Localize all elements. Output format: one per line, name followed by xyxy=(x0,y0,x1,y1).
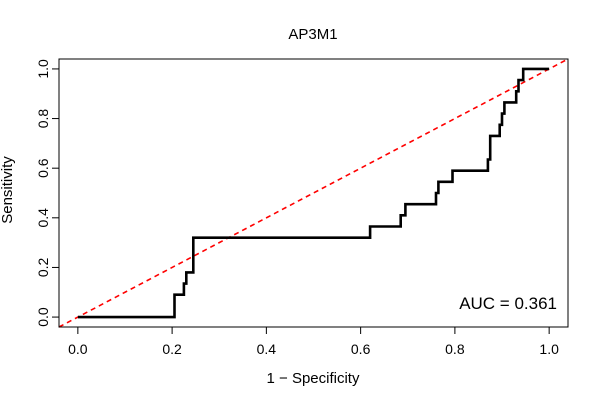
y-tick-label: 0.4 xyxy=(35,208,51,228)
y-tick-label: 0.0 xyxy=(35,307,51,327)
x-tick-label: 0.8 xyxy=(445,341,465,357)
y-axis-label: Sensitivity xyxy=(0,156,16,224)
y-tick-label: 0.8 xyxy=(35,109,51,129)
y-tick-label: 1.0 xyxy=(35,59,51,79)
auc-annotation: AUC = 0.361 xyxy=(459,294,557,313)
chart-title: AP3M1 xyxy=(288,26,337,43)
x-axis-label: 1 − Specificity xyxy=(267,370,360,387)
y-tick-label: 0.2 xyxy=(35,258,51,278)
x-tick-label: 1.0 xyxy=(539,341,559,357)
y-tick-label: 0.6 xyxy=(35,158,51,178)
x-tick-label: 0.6 xyxy=(351,341,371,357)
reference-diagonal-line xyxy=(58,58,569,328)
plot-frame xyxy=(58,58,569,328)
roc-curve-line xyxy=(77,67,550,319)
y-axis: 0.0 0.2 0.4 0.6 0.8 1.0 xyxy=(35,59,60,327)
x-tick-label: 0.0 xyxy=(68,341,88,357)
plot-area xyxy=(58,58,569,328)
x-axis: 0.0 0.2 0.4 0.6 0.8 1.0 xyxy=(68,326,559,357)
x-tick-label: 0.4 xyxy=(257,341,277,357)
x-tick-label: 0.2 xyxy=(162,341,182,357)
